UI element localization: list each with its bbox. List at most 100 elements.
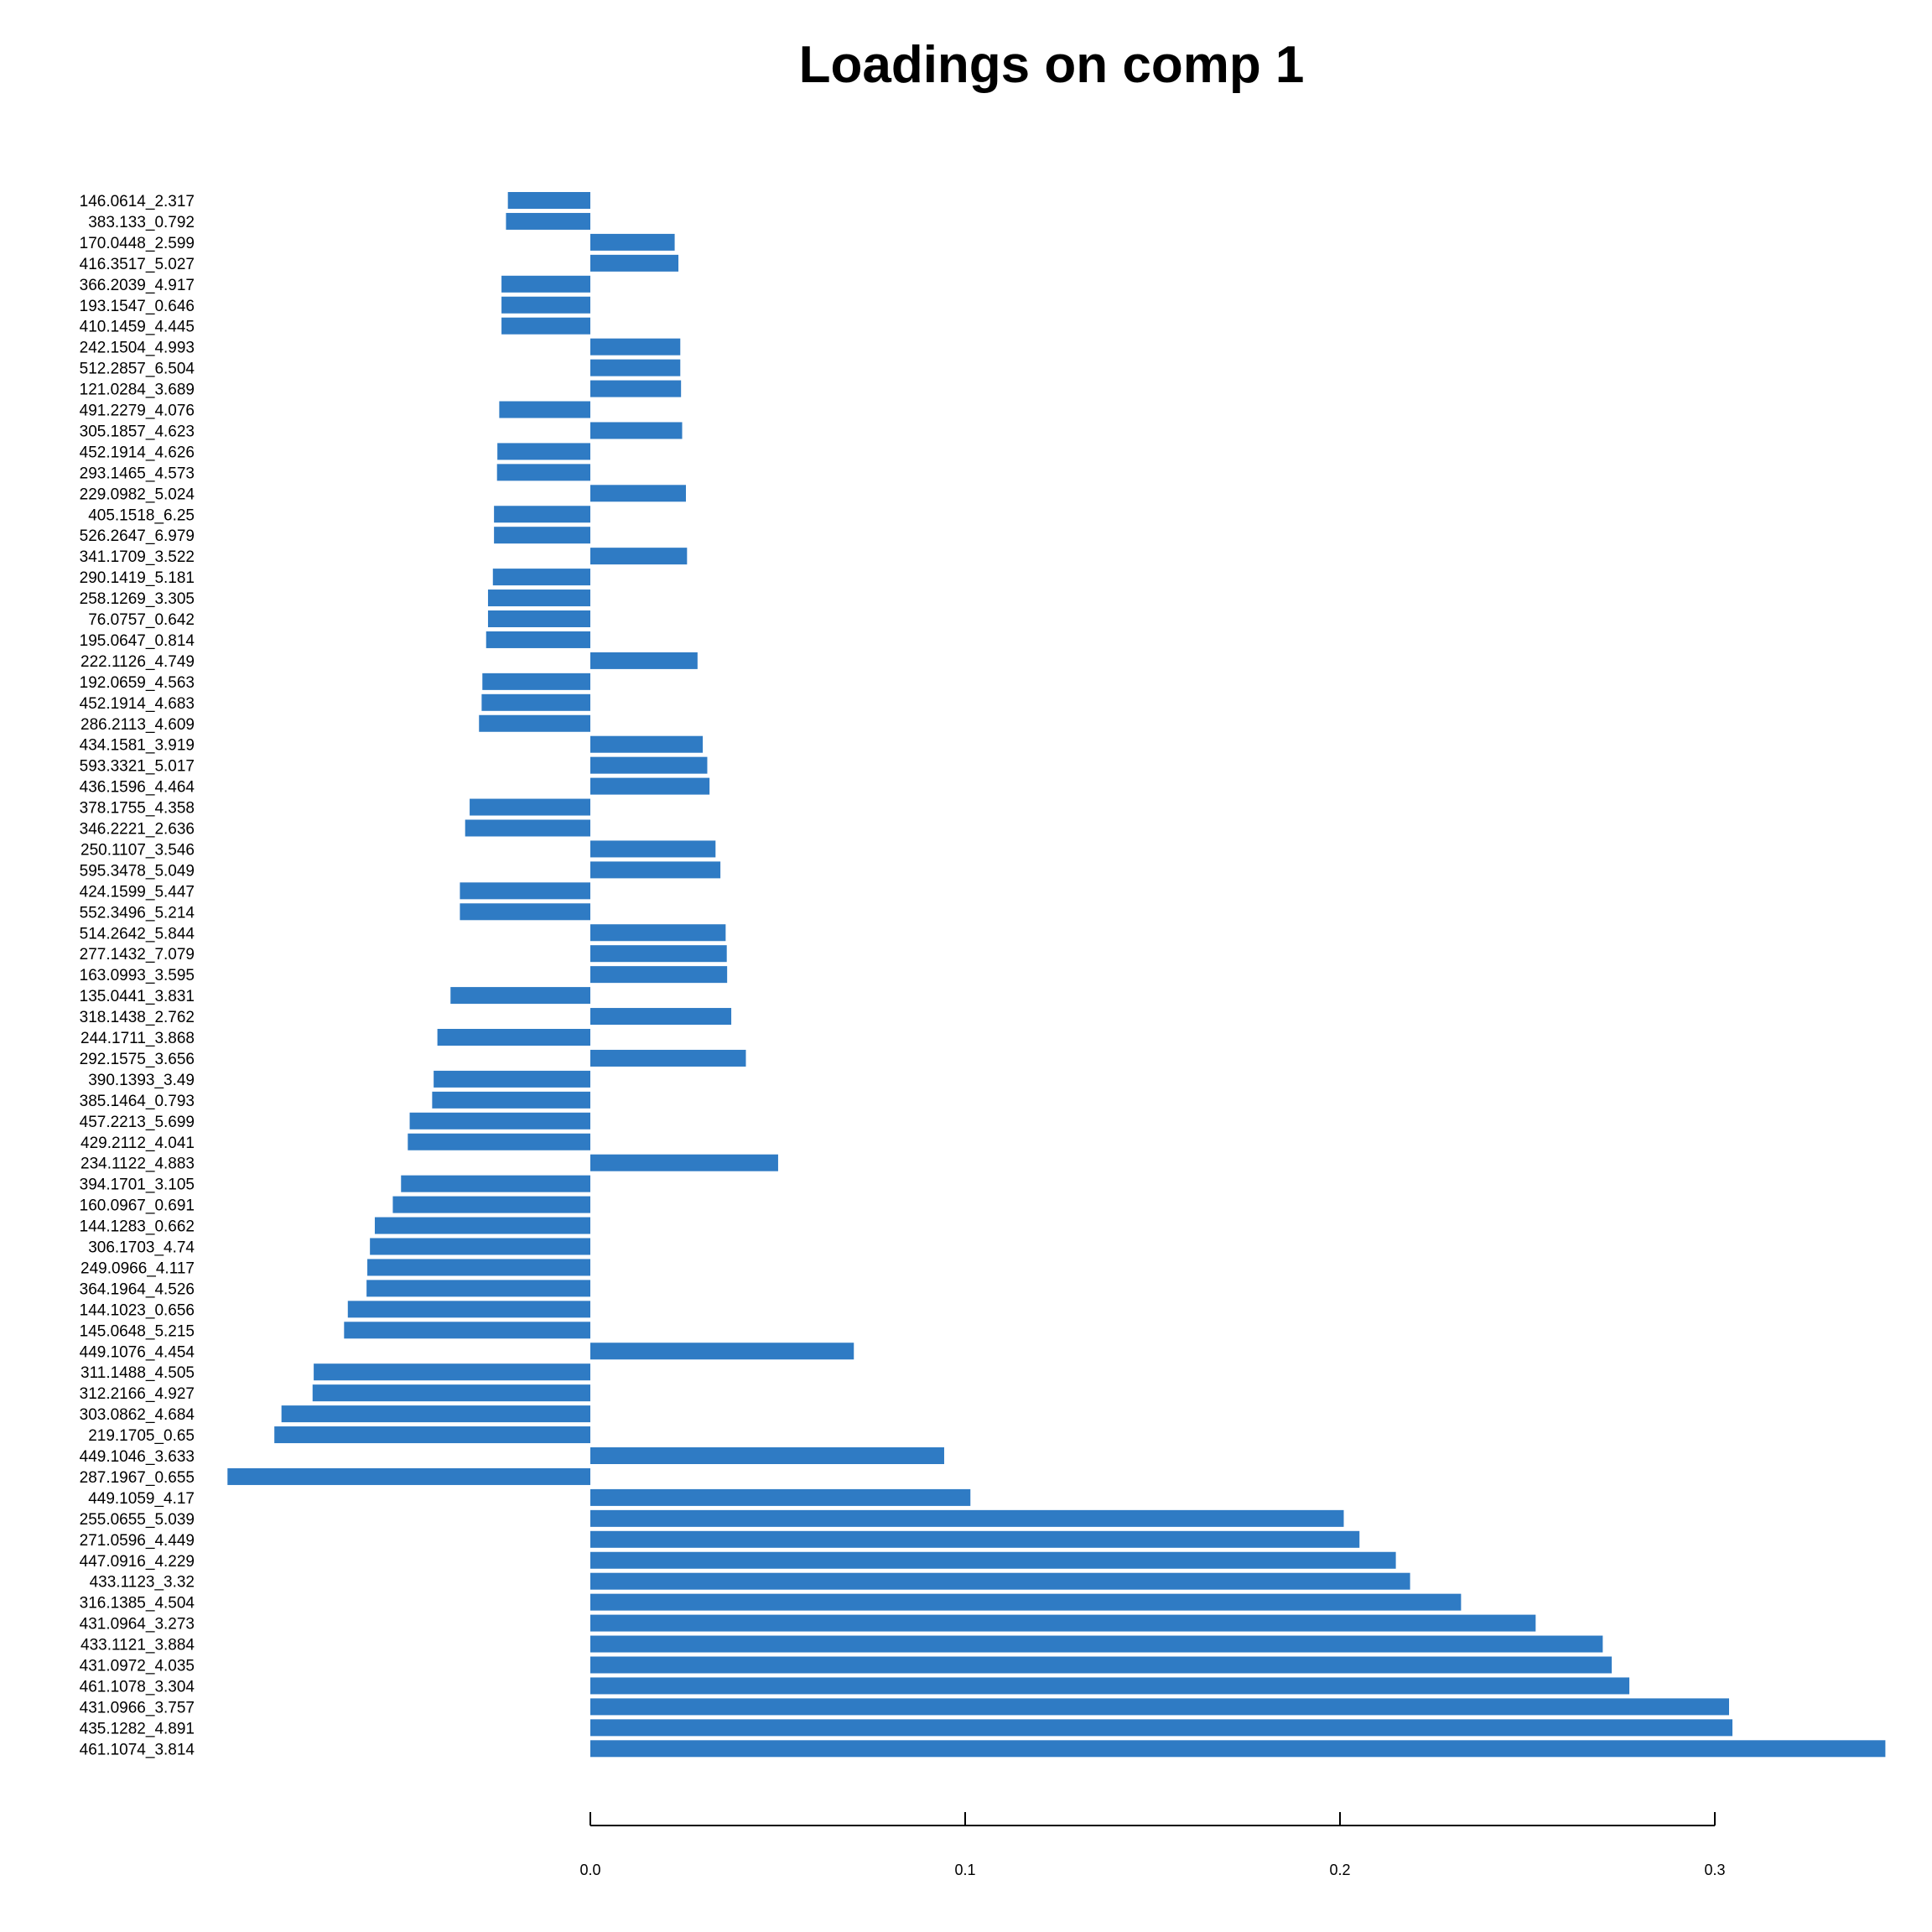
bar-38 (590, 966, 728, 984)
category-label-47: 234.1122_4.883 (80, 1156, 195, 1173)
category-label-31: 346.2221_2.636 (80, 821, 195, 839)
bar-66 (590, 1551, 1396, 1569)
category-label-55: 145.0648_5.215 (80, 1322, 195, 1340)
category-label-50: 144.1283_0.662 (80, 1218, 195, 1236)
category-label-19: 290.1419_5.181 (80, 569, 195, 587)
category-label-18: 341.1709_3.522 (80, 548, 195, 566)
bar-50 (374, 1217, 590, 1234)
category-label-33: 595.3478_5.049 (80, 862, 195, 880)
category-label-8: 242.1504_4.993 (80, 340, 195, 357)
category-label-64: 255.0655_5.039 (80, 1511, 195, 1529)
category-label-16: 405.1518_6.25 (88, 506, 195, 524)
category-label-4: 416.3517_5.027 (80, 256, 195, 273)
bar-73 (590, 1698, 1729, 1716)
bar-47 (590, 1154, 778, 1171)
category-label-36: 514.2642_5.844 (80, 925, 195, 943)
bar-53 (366, 1280, 590, 1297)
category-label-17: 526.2647_6.979 (80, 527, 195, 545)
x-tick-label-4: 0.3 (1704, 1862, 1725, 1878)
category-label-63: 449.1059_4.17 (88, 1490, 195, 1508)
bar-29 (590, 777, 710, 795)
category-label-22: 195.0647_0.814 (80, 632, 195, 650)
category-label-46: 429.2112_4.041 (80, 1135, 195, 1152)
bar-7 (501, 317, 590, 335)
bar-11 (499, 401, 590, 418)
category-label-6: 193.1547_0.646 (80, 298, 195, 315)
bar-21 (487, 610, 590, 627)
category-label-27: 434.1581_3.919 (80, 737, 195, 755)
bar-group (227, 192, 1886, 1758)
category-label-60: 219.1705_0.65 (88, 1427, 195, 1445)
bar-22 (486, 631, 590, 648)
category-label-39: 135.0441_3.831 (80, 988, 195, 1005)
bar-48 (401, 1175, 590, 1192)
bar-9 (590, 359, 681, 377)
category-label-40: 318.1438_2.762 (80, 1009, 195, 1026)
bar-1 (507, 192, 590, 209)
bar-17 (494, 527, 590, 544)
x-axis: 0.0 0.1 0.2 0.3 (579, 1812, 1726, 1878)
bar-5 (501, 275, 590, 293)
category-label-37: 277.1432_7.079 (80, 946, 195, 963)
category-label-11: 491.2279_4.076 (80, 402, 195, 420)
bar-61 (590, 1447, 944, 1464)
bar-34 (460, 882, 590, 900)
bar-6 (501, 296, 590, 314)
category-label-12: 305.1857_4.623 (80, 423, 195, 440)
bar-49 (392, 1196, 590, 1213)
category-label-13: 452.1914_4.626 (80, 444, 195, 461)
bar-31 (465, 819, 590, 837)
category-label-53: 364.1964_4.526 (80, 1280, 195, 1298)
bar-24 (482, 673, 590, 690)
bar-23 (590, 652, 698, 669)
category-label-34: 424.1599_5.447 (80, 883, 195, 901)
bar-28 (590, 756, 708, 774)
category-label-54: 144.1023_0.656 (80, 1301, 195, 1319)
bar-74 (590, 1719, 1733, 1737)
bar-10 (590, 380, 682, 397)
bar-59 (281, 1405, 590, 1423)
bar-57 (314, 1363, 590, 1381)
bar-26 (479, 714, 590, 732)
category-label-61: 449.1046_3.633 (80, 1448, 195, 1466)
bar-13 (497, 443, 590, 460)
bar-67 (590, 1572, 1410, 1590)
bar-56 (590, 1343, 854, 1360)
category-label-7: 410.1459_4.445 (80, 319, 195, 336)
bar-37 (590, 945, 727, 963)
category-label-23: 222.1126_4.749 (80, 653, 195, 671)
bar-42 (590, 1049, 746, 1067)
bar-36 (590, 924, 726, 942)
category-label-25: 452.1914_4.683 (80, 695, 195, 713)
bar-75 (590, 1740, 1886, 1758)
bar-55 (344, 1322, 590, 1339)
bar-16 (494, 506, 590, 523)
category-label-32: 250.1107_3.546 (80, 841, 195, 859)
bar-2 (506, 212, 590, 230)
category-label-74: 435.1282_4.891 (80, 1720, 195, 1737)
bar-58 (312, 1384, 590, 1402)
category-label-28: 593.3321_5.017 (80, 758, 195, 776)
category-label-73: 431.0966_3.757 (80, 1699, 195, 1716)
category-label-48: 394.1701_3.105 (80, 1176, 195, 1194)
category-label-56: 449.1076_4.454 (80, 1343, 195, 1361)
category-label-21: 76.0757_0.642 (88, 611, 195, 629)
category-label-52: 249.0966_4.117 (80, 1259, 195, 1277)
category-label-43: 390.1393_3.49 (88, 1072, 195, 1089)
category-label-38: 163.0993_3.595 (80, 967, 195, 984)
bar-18 (590, 548, 688, 565)
bar-25 (481, 693, 590, 711)
category-label-14: 293.1465_4.573 (80, 465, 195, 482)
category-label-10: 121.0284_3.689 (80, 382, 195, 399)
category-label-70: 433.1121_3.884 (80, 1637, 195, 1654)
category-label-51: 306.1703_4.74 (88, 1239, 195, 1257)
bar-40 (590, 1008, 732, 1026)
category-label-67: 433.1123_3.32 (90, 1574, 195, 1592)
category-label-35: 552.3496_5.214 (80, 904, 195, 922)
bar-39 (450, 987, 590, 1005)
category-label-30: 378.1755_4.358 (80, 800, 195, 818)
bar-64 (590, 1509, 1344, 1527)
bar-72 (590, 1677, 1630, 1695)
bar-44 (432, 1091, 590, 1109)
